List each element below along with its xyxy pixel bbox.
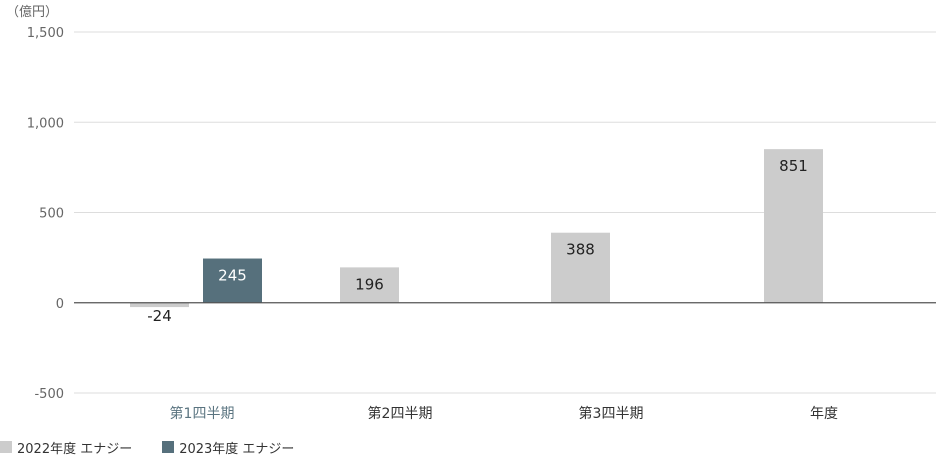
bar <box>203 258 262 303</box>
legend-item-2023: 2023年度 エナジー <box>162 438 294 457</box>
bar <box>764 149 823 303</box>
y-tick-label: 500 <box>39 207 64 222</box>
y-tick-label: 0 <box>56 297 64 312</box>
y-axis-ticks: -500 0 500 1,000 1,500 <box>27 26 64 402</box>
bars: -24 245 196 388 851 <box>130 149 823 325</box>
legend-label-2023: 2023年度 エナジー <box>179 441 295 457</box>
y-tick-label: 1,500 <box>27 26 64 41</box>
legend: 2022年度 エナジー 2023年度 エナジー <box>0 438 324 457</box>
x-category-label: 第2四半期 <box>368 405 433 422</box>
legend-label-2022: 2022年度 エナジー <box>17 441 133 457</box>
x-category-label: 第3四半期 <box>579 405 644 422</box>
x-category-label: 第1四半期 <box>170 405 235 422</box>
y-tick-label: -500 <box>34 387 64 402</box>
data-label: -24 <box>147 307 172 325</box>
data-label: 196 <box>355 275 384 293</box>
data-label: 245 <box>218 267 247 285</box>
x-category-label: 年度 <box>810 406 838 422</box>
bar <box>130 302 189 308</box>
data-label: 851 <box>779 157 808 175</box>
unit-label: （億円） <box>6 4 58 20</box>
x-axis-labels: 第1四半期 第2四半期 第3四半期 年度 <box>170 405 838 422</box>
data-label: 388 <box>566 241 595 259</box>
legend-swatch-2023 <box>162 441 175 453</box>
y-tick-label: 1,000 <box>27 116 64 131</box>
legend-item-2022: 2022年度 エナジー <box>0 438 132 457</box>
legend-swatch-2022 <box>0 441 12 453</box>
bar <box>340 267 399 303</box>
bar <box>551 232 610 303</box>
